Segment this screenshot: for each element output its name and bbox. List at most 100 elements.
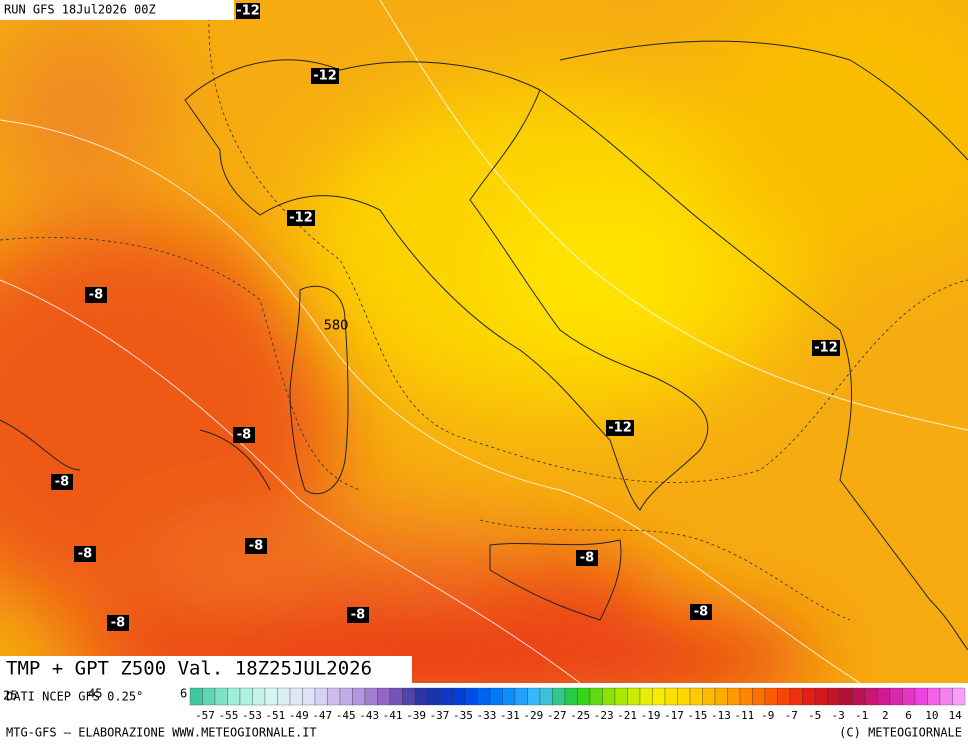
run-info: RUN GFS 18Jul2026 00Z xyxy=(4,3,156,17)
colorbar-swatch xyxy=(289,687,303,706)
colorbar-swatch xyxy=(639,687,653,706)
label-box: -12 xyxy=(311,68,339,84)
colorbar-swatch xyxy=(327,687,341,706)
colorbar-swatch xyxy=(702,687,716,706)
colorbar-swatch xyxy=(227,687,241,706)
contour-label: -8 xyxy=(111,616,125,631)
colorbar-label: 2 xyxy=(882,709,889,722)
colorbar-swatch xyxy=(877,687,891,706)
temperature-field xyxy=(0,0,968,683)
colorbar-label: -47 xyxy=(312,709,332,722)
map-title: TMP + GPT Z500 Val. 18Z25JUL2026 xyxy=(6,658,372,680)
label-box: -8 xyxy=(85,287,107,303)
contour-label: -12 xyxy=(313,69,337,84)
colorbar-swatch xyxy=(889,687,903,706)
label-box: -8 xyxy=(233,427,255,443)
colorbar-swatch xyxy=(452,687,466,706)
colorbar-swatch xyxy=(539,687,553,706)
colorbar-swatch xyxy=(264,687,278,706)
label-box: -8 xyxy=(74,546,96,562)
colorbar-swatch xyxy=(189,687,203,706)
colorbar-label: -45 xyxy=(336,709,356,722)
colorbar-swatch xyxy=(927,687,941,706)
colorbar-label: -31 xyxy=(500,709,520,722)
contour-label: -12 xyxy=(236,4,260,19)
colorbar-label: -43 xyxy=(359,709,379,722)
colorbar-swatch xyxy=(339,687,353,706)
colorbar-swatch xyxy=(514,687,528,706)
colorbar-swatch xyxy=(914,687,928,706)
contour-label: -8 xyxy=(580,551,594,566)
colorbar-swatch xyxy=(689,687,703,706)
label-box: -12 xyxy=(812,340,840,356)
label-box: -8 xyxy=(347,607,369,623)
colorbar-label: -23 xyxy=(594,709,614,722)
colorbar-swatch xyxy=(564,687,578,706)
label-box: -8 xyxy=(690,604,712,620)
label-box: -8 xyxy=(107,615,129,631)
colorbar-swatch xyxy=(364,687,378,706)
colorbar-label: -37 xyxy=(430,709,450,722)
colorbar-label: -57 xyxy=(195,709,215,722)
title-box xyxy=(0,656,412,683)
colorbar-label: -7 xyxy=(785,709,798,722)
label-box: -8 xyxy=(576,550,598,566)
colorbar-swatch xyxy=(502,687,516,706)
colorbar-swatch xyxy=(902,687,916,706)
colorbar-swatch xyxy=(589,687,603,706)
colorbar-swatch xyxy=(839,687,853,706)
contour-label: -8 xyxy=(89,288,103,303)
colorbar-swatch xyxy=(789,687,803,706)
colorbar-swatch xyxy=(402,687,416,706)
cut-label: 6 xyxy=(180,687,187,701)
colorbar-swatch xyxy=(277,687,291,706)
colorbar-swatch xyxy=(852,687,866,706)
colorbar-label: 10 xyxy=(925,709,938,722)
contour-label: -8 xyxy=(55,475,69,490)
colorbar-label: -21 xyxy=(617,709,637,722)
label-box: -8 xyxy=(51,474,73,490)
colorbar-swatch xyxy=(439,687,453,706)
contour-label: -12 xyxy=(289,211,313,226)
colorbar-swatch xyxy=(814,687,828,706)
colorbar-swatch xyxy=(389,687,403,706)
colorbar-label: -33 xyxy=(476,709,496,722)
colorbar-swatch xyxy=(614,687,628,706)
colorbar-swatch xyxy=(489,687,503,706)
colorbar-label: -11 xyxy=(734,709,754,722)
colorbar-label: -3 xyxy=(832,709,845,722)
colorbar-swatch xyxy=(252,687,266,706)
temperature-contours xyxy=(0,0,968,621)
colorbar-swatch xyxy=(739,687,753,706)
colorbar-swatch xyxy=(664,687,678,706)
colorbar-swatch xyxy=(577,687,591,706)
colorbar-swatch xyxy=(477,687,491,706)
height-contours xyxy=(0,0,968,683)
data-source: DATI NCEP GFS 0.25° xyxy=(6,690,143,704)
contour-labels: -12 -12 -12 -12 -12 -8 -8 -8 -8 -8 -8 -8… xyxy=(51,3,840,631)
colorbar-label: -19 xyxy=(641,709,661,722)
colorbar-label: -49 xyxy=(289,709,309,722)
colorbar-label: -51 xyxy=(265,709,285,722)
colorbar-swatch xyxy=(314,687,328,706)
colorbar-swatch xyxy=(827,687,841,706)
colorbar-label: -5 xyxy=(808,709,821,722)
colorbar-label: 14 xyxy=(949,709,963,722)
contour-label: -8 xyxy=(694,605,708,620)
cut-label: 25 xyxy=(3,689,17,703)
colorbar-label: -13 xyxy=(711,709,731,722)
colorbar: -57 -55 -53 -51 -49 -47 -45 -43 -41 -39 -37 -35 -33-… xyxy=(189,687,966,722)
colorbar-swatch xyxy=(777,687,791,706)
colorbar-swatch xyxy=(714,687,728,706)
colorbar-label: -17 xyxy=(664,709,684,722)
contour-label: -8 xyxy=(249,539,263,554)
colorbar-swatch xyxy=(352,687,366,706)
contour-label: -12 xyxy=(608,421,632,436)
colorbar-label: -53 xyxy=(242,709,262,722)
label-box: -12 xyxy=(236,3,260,19)
colorbar-swatch xyxy=(602,687,616,706)
coastlines xyxy=(0,40,968,651)
colorbar-swatch xyxy=(427,687,441,706)
